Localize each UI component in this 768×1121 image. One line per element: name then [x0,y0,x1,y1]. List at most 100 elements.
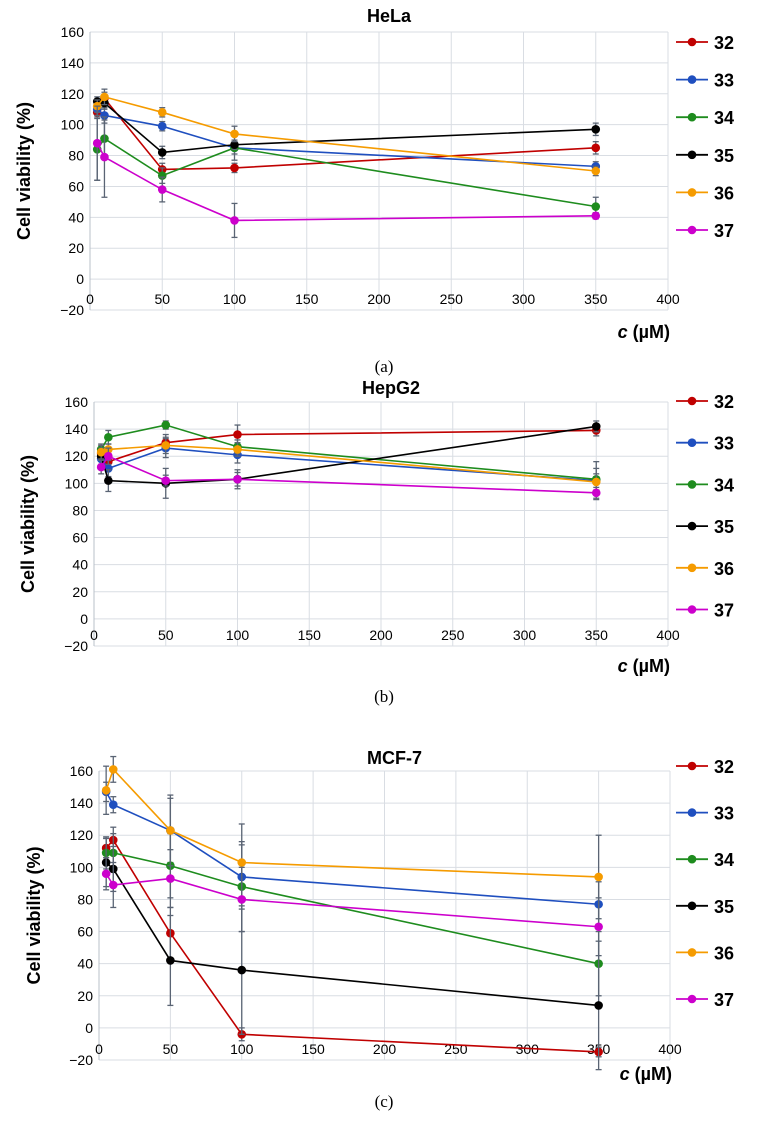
legend-label: 36 [714,943,734,963]
y-tick-label: 0 [85,1020,93,1036]
y-tick-label: 60 [77,924,93,940]
panel-label: (a) [375,357,394,376]
data-point-37 [157,185,167,194]
series-line-32 [96,96,596,171]
y-tick-label: 80 [72,502,88,518]
legend-entry-32: 32 [676,392,734,412]
series-35 [101,837,603,1071]
legend-marker [687,480,697,489]
series-line-37 [96,142,596,222]
y-tick-label: 40 [72,557,88,573]
x-axis-label-unit: (µM) [628,656,670,676]
y-tick-label: 20 [68,240,84,256]
data-point-37 [233,474,242,484]
x-axis-label: c (µM) [618,322,670,342]
series-34 [101,832,603,997]
y-tick-label: 0 [80,611,88,627]
y-tick-label: −20 [64,638,88,654]
data-point-36 [157,108,167,117]
x-tick-label: 200 [367,291,391,307]
series-36 [101,755,603,920]
x-axis-label: c (µM) [620,1064,672,1084]
x-tick-label: 400 [656,627,680,643]
x-tick-label: 250 [444,1041,468,1057]
data-point-35 [591,125,601,134]
data-point-37 [161,476,171,485]
data-point-37 [100,152,109,162]
data-point-34 [104,432,113,442]
x-tick-label: 100 [230,1041,254,1057]
series-33 [101,781,603,928]
legend-label: 34 [714,850,734,870]
data-point-37 [166,874,175,883]
legend-label: 32 [714,757,734,777]
y-tick-label: 20 [72,584,88,600]
x-tick-label: 150 [301,1041,325,1057]
x-tick-label: 50 [154,291,170,307]
x-tick-label: 400 [658,1041,682,1057]
legend-label: 36 [714,559,734,579]
y-tick-label: 100 [70,859,94,875]
x-tick-label: 0 [90,627,98,643]
data-point-36 [591,166,601,176]
data-point-36 [237,858,247,867]
series-37 [101,849,603,957]
x-axis-label-unit: (µM) [628,322,670,342]
y-tick-label: 140 [61,55,85,71]
series-32 [101,826,603,1058]
data-point-32 [591,143,601,153]
panel-label: (c) [375,1092,394,1111]
data-point-36 [96,447,106,457]
legend-entry-35: 35 [676,897,734,917]
legend-entry-33: 33 [676,434,734,454]
x-tick-label: 400 [656,291,680,307]
legend-marker [687,521,697,531]
data-point-35 [157,148,167,157]
data-point-36 [101,785,111,795]
y-tick-label: 160 [65,394,89,410]
y-tick-label: 80 [77,891,93,907]
legend-label: 35 [714,146,734,166]
legend-label: 32 [714,33,734,53]
legend-marker [687,37,697,47]
x-tick-label: 300 [513,627,537,643]
x-tick-label: 250 [441,627,465,643]
x-axis-label-unit: (µM) [630,1064,672,1084]
data-point-37 [92,138,102,148]
series-37 [96,447,601,499]
x-axis-label: c (µM) [618,656,670,676]
legend-label: 37 [714,990,734,1010]
legend-label: 37 [714,221,734,241]
legend-marker [687,761,697,771]
data-point-36 [166,826,175,835]
series-line-32 [105,838,599,1053]
data-point-36 [594,872,603,882]
x-axis-label-variable: c [620,1064,630,1084]
legend-marker [687,948,697,957]
y-axis-label: Cell viability (%) [14,102,34,240]
series-line-33 [96,108,596,168]
legend-marker [687,438,697,448]
data-point-37 [591,211,601,221]
x-tick-label: 50 [163,1041,179,1057]
y-axis-label: Cell viability (%) [24,846,44,984]
y-tick-label: 120 [70,827,94,843]
legend-entry-35: 35 [676,146,734,166]
legend-marker [687,112,697,122]
legend-label: 34 [714,475,734,495]
x-tick-label: 300 [512,291,536,307]
legend-marker [687,150,697,160]
legend-entry-36: 36 [676,559,734,579]
legend-label: 33 [714,804,734,824]
y-tick-label: 120 [61,86,85,102]
y-tick-label: 40 [68,209,84,225]
y-tick-label: −20 [69,1052,93,1068]
legend-marker [687,605,697,614]
chart-title: MCF-7 [367,748,422,768]
legend-marker [687,225,697,235]
legend-entry-33: 33 [676,804,734,824]
x-tick-label: 200 [373,1041,397,1057]
legend-marker [687,75,697,84]
